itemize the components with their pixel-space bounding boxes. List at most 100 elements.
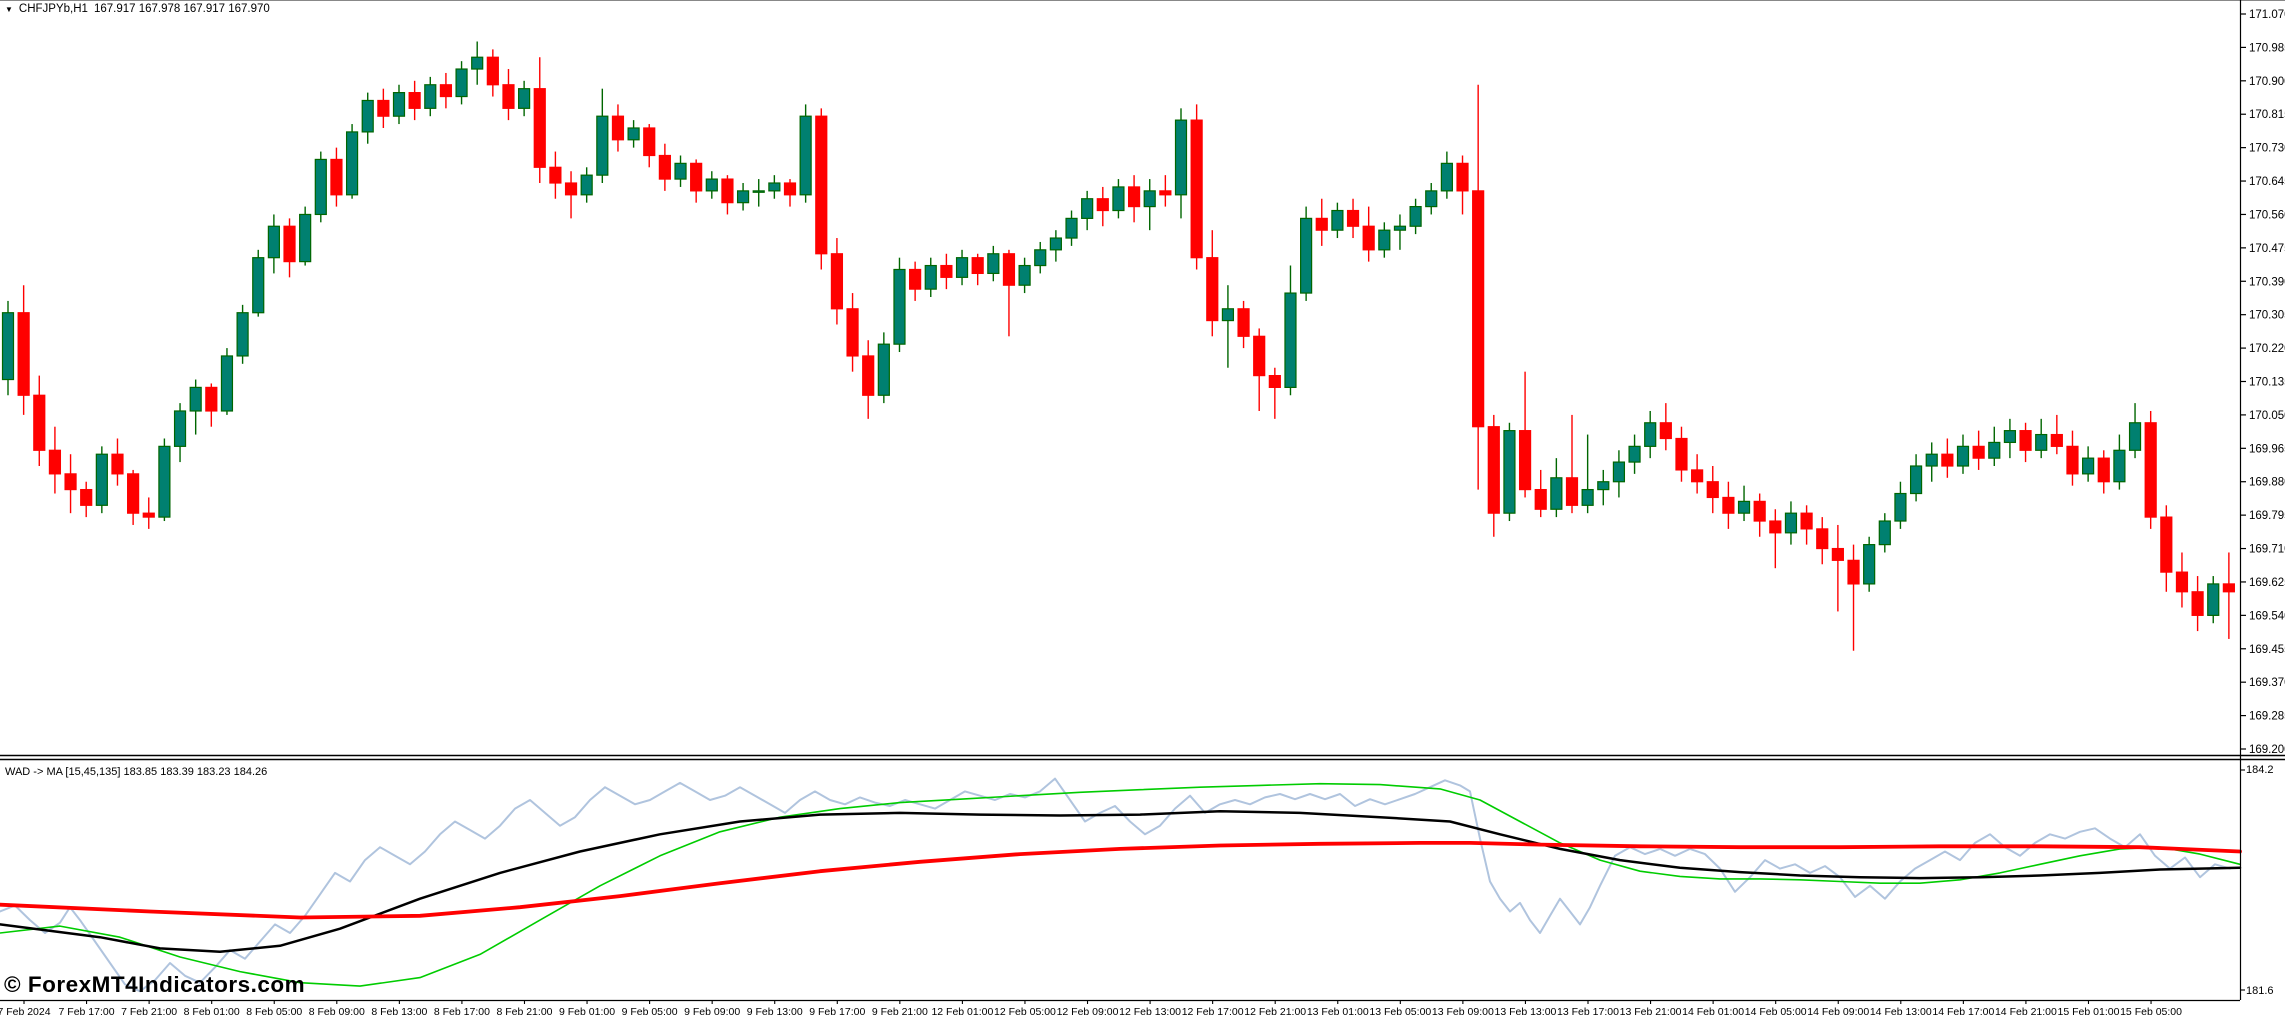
- candle-body: [1034, 249, 1047, 267]
- time-tick-label: 13 Feb 13:00: [1494, 1006, 1556, 1018]
- time-tick-label: 12 Feb 01:00: [931, 1006, 993, 1018]
- candle-body: [408, 92, 421, 109]
- candle-body: [564, 182, 578, 196]
- candle-body: [940, 264, 953, 278]
- candle-body: [1268, 375, 1281, 388]
- chart-title-bar: ▼ CHFJPYb,H1 167.917 167.978 167.917 167…: [5, 3, 270, 15]
- candle-body: [705, 178, 718, 192]
- candle-body: [1737, 500, 1751, 514]
- candle-body: [1331, 209, 1344, 231]
- candle-body: [1847, 559, 1860, 585]
- candle-body: [1503, 430, 1516, 514]
- candle-body: [1675, 437, 1688, 471]
- candle-body: [971, 257, 984, 275]
- candle-body: [736, 190, 750, 204]
- ma-135-line: [0, 841, 2242, 920]
- symbol-dropdown-icon[interactable]: ▼: [5, 4, 13, 14]
- candle-body: [1206, 257, 1219, 322]
- candle-body: [314, 158, 327, 216]
- price-tick-label: 170.050: [2249, 410, 2285, 422]
- indicator-scale-bottom: 181.6: [2246, 985, 2274, 997]
- candle-body: [439, 84, 453, 98]
- price-tick-label: 170.220: [2249, 343, 2285, 355]
- candle-body: [627, 127, 640, 141]
- time-tick-label: 9 Feb 01:00: [559, 1006, 615, 1018]
- time-tick-label: 7 Feb 17:00: [59, 1006, 115, 1018]
- candle-body: [2097, 457, 2110, 483]
- candle-body: [533, 88, 546, 168]
- candle-body: [862, 355, 875, 396]
- candle-body: [48, 449, 62, 475]
- time-tick-label: 9 Feb 05:00: [622, 1006, 678, 1018]
- candle-body: [330, 158, 343, 196]
- time-tick-label: 13 Feb 05:00: [1369, 1006, 1431, 1018]
- price-tick-label: 170.985: [2249, 42, 2285, 54]
- candle-body: [267, 225, 280, 259]
- candle-body: [2144, 422, 2157, 518]
- candle-body: [1253, 335, 1266, 377]
- time-tick-label: 9 Feb 09:00: [684, 1006, 740, 1018]
- candle-body: [909, 268, 922, 290]
- price-tick-label: 170.305: [2249, 310, 2285, 322]
- time-tick-label: 7 Feb 21:00: [121, 1006, 177, 1018]
- candle-body: [95, 453, 108, 506]
- time-tick-label: 15 Feb 05:00: [2120, 1006, 2182, 1018]
- time-tick-label: 13 Feb 09:00: [1432, 1006, 1494, 1018]
- candle-body: [1831, 547, 1844, 561]
- wad-line: [0, 777, 2231, 993]
- candle-body: [1956, 445, 1970, 467]
- candle-body: [1691, 469, 1704, 483]
- price-tick-label: 170.560: [2249, 209, 2285, 221]
- candle-body: [596, 115, 609, 176]
- candle-body: [1972, 445, 1985, 459]
- candle-body: [658, 154, 671, 180]
- indicator-lines-group: [0, 777, 2242, 993]
- candle-body: [2128, 422, 2142, 451]
- candle-body: [815, 115, 828, 255]
- price-axis[interactable]: 171.070 170.985 170.900 170.815 170.730 170.6…: [2240, 9, 2285, 756]
- time-tick-label: 14 Feb 09:00: [1807, 1006, 1869, 1018]
- time-tick-label: 14 Feb 05:00: [1745, 1006, 1807, 1018]
- candle-body: [236, 312, 249, 357]
- candle-body: [205, 386, 218, 412]
- candle-body: [830, 253, 844, 310]
- candle-body: [877, 343, 890, 396]
- candle-body: [768, 182, 781, 192]
- price-tick-label: 169.880: [2249, 477, 2285, 489]
- price-tick-label: 169.625: [2249, 577, 2285, 589]
- candle-body: [127, 473, 140, 514]
- candle-body: [64, 473, 77, 491]
- time-axis[interactable]: 7 Feb 2024 7 Feb 17:00 7 Feb 21:00 8 Feb 01…: [0, 1000, 2182, 1018]
- candles-group: [1, 41, 2235, 651]
- candle-body: [1065, 217, 1078, 239]
- time-tick-label: 9 Feb 17:00: [809, 1006, 865, 1018]
- candle-body: [955, 257, 969, 278]
- time-tick-label: 9 Feb 13:00: [747, 1006, 803, 1018]
- candle-body: [252, 257, 265, 314]
- indicator-scale-top: 184.2: [2246, 764, 2274, 776]
- time-tick-label: 14 Feb 17:00: [1932, 1006, 1994, 1018]
- time-tick-label: 12 Feb 13:00: [1119, 1006, 1181, 1018]
- candle-body: [220, 355, 234, 412]
- candle-body: [1315, 217, 1328, 231]
- time-tick-label: 12 Feb 09:00: [1057, 1006, 1119, 1018]
- candle-body: [486, 56, 499, 86]
- candle-body: [1237, 308, 1250, 337]
- symbol-timeframe-label: CHFJPYb,H1: [18, 3, 88, 15]
- candle-body: [1049, 237, 1062, 251]
- candle-body: [158, 445, 171, 518]
- indicator-axis[interactable]: [2240, 769, 2245, 991]
- candle-body: [1112, 186, 1125, 212]
- candle-body: [1800, 512, 1813, 530]
- candle-body: [2082, 457, 2095, 475]
- time-tick-label: 13 Feb 21:00: [1620, 1006, 1682, 1018]
- time-tick-label: 14 Feb 13:00: [1870, 1006, 1932, 1018]
- price-tick-label: 169.710: [2249, 544, 2285, 556]
- candle-body: [2035, 433, 2048, 451]
- quote-ohlc-values: 167.917 167.978 167.917 167.970: [93, 3, 270, 15]
- candle-body: [377, 99, 390, 117]
- time-tick-label: 15 Feb 01:00: [2058, 1006, 2120, 1018]
- time-tick-label: 8 Feb 01:00: [184, 1006, 240, 1018]
- candle-body: [1425, 190, 1438, 208]
